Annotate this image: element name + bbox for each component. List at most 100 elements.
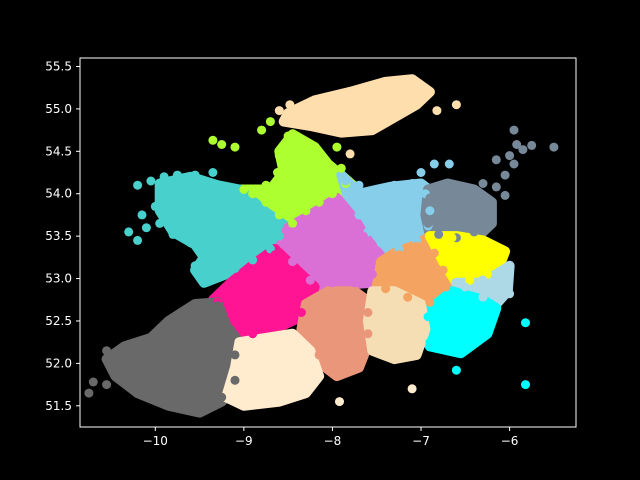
cluster-1-point-4 bbox=[308, 97, 318, 107]
cluster-3-point-2 bbox=[146, 176, 156, 186]
cluster-10-point-11 bbox=[521, 380, 530, 390]
cluster-5-point-23 bbox=[491, 155, 501, 165]
cluster-1-point-6 bbox=[329, 102, 339, 112]
cluster-4-point-13 bbox=[354, 210, 364, 220]
cluster-8-point-1 bbox=[429, 238, 439, 248]
points-layer bbox=[84, 76, 559, 412]
cluster-3-point-6 bbox=[203, 179, 213, 188]
cluster-1-point-15 bbox=[420, 85, 430, 95]
cluster-6-point-14 bbox=[310, 240, 320, 250]
cluster-1-point-18 bbox=[365, 111, 375, 121]
y-tick-label: 51.5 bbox=[45, 399, 72, 413]
cluster-8-point-5 bbox=[496, 252, 506, 262]
cluster-1-point-23 bbox=[303, 119, 313, 129]
cluster-1-point-24 bbox=[397, 89, 406, 99]
cluster-3-point-19 bbox=[186, 238, 196, 248]
cluster-14-point-8 bbox=[195, 403, 205, 412]
cluster-2-point-18 bbox=[301, 185, 311, 194]
cluster-11-point-9 bbox=[248, 329, 258, 339]
cluster-7-point-8 bbox=[403, 292, 413, 302]
y-tick-label: 52.0 bbox=[45, 356, 72, 370]
cluster-8-point-8 bbox=[447, 269, 457, 279]
cluster-3-point-23 bbox=[133, 235, 143, 245]
cluster-6-point-9 bbox=[350, 278, 360, 288]
y-tick-label: 53.5 bbox=[45, 229, 72, 243]
cluster-5-point-1 bbox=[425, 193, 435, 203]
cluster-9-point-3 bbox=[494, 267, 504, 277]
cluster-15-point-7 bbox=[274, 394, 284, 404]
cluster-3-point-10 bbox=[265, 214, 275, 224]
cluster-2-point-5 bbox=[301, 206, 311, 216]
cluster-2-point-10 bbox=[310, 155, 320, 165]
cluster-13-point-5 bbox=[412, 341, 422, 351]
cluster-11-point-6 bbox=[301, 286, 311, 296]
cluster-6-point-3 bbox=[319, 207, 329, 217]
cluster-6-point-2 bbox=[301, 221, 311, 231]
cluster-4-point-19 bbox=[429, 159, 439, 169]
cluster-1-point-13 bbox=[400, 76, 410, 86]
cluster-13-point-3 bbox=[409, 301, 419, 311]
x-axis: −10 −9 −8 −7 −6 bbox=[143, 427, 518, 448]
cluster-5-point-3 bbox=[456, 187, 466, 197]
cluster-5-point-2 bbox=[438, 185, 448, 194]
cluster-14-point-19 bbox=[88, 377, 98, 387]
cluster-14-point-10 bbox=[141, 384, 151, 394]
cluster-region-14 bbox=[101, 297, 245, 418]
cluster-14-point-3 bbox=[212, 301, 222, 311]
cluster-12-point-3 bbox=[350, 291, 360, 300]
cluster-3-point-34 bbox=[190, 170, 200, 180]
cluster-1-point-22 bbox=[317, 116, 327, 126]
cluster-14-point-7 bbox=[217, 392, 227, 402]
x-tick-label: −7 bbox=[412, 434, 430, 448]
cluster-7-point-2 bbox=[394, 250, 404, 260]
cluster-12-point-8 bbox=[314, 350, 324, 360]
cluster-1-point-12 bbox=[391, 80, 401, 90]
cluster-4-point-11 bbox=[376, 238, 386, 248]
cluster-15-point-4 bbox=[301, 350, 311, 360]
cluster-9-point-5 bbox=[496, 291, 506, 300]
cluster-10-point-3 bbox=[460, 292, 470, 302]
cluster-8-point-4 bbox=[482, 241, 492, 251]
cluster-1-point-16 bbox=[388, 94, 398, 104]
cluster-8-point-9 bbox=[460, 257, 470, 267]
cluster-1-point-26 bbox=[336, 108, 346, 118]
cluster-3-point-31 bbox=[203, 197, 213, 207]
cluster-14-point-21 bbox=[102, 380, 112, 390]
cluster-2-point-1 bbox=[248, 189, 258, 199]
cluster-13-point-4 bbox=[416, 320, 426, 330]
cluster-3-point-11 bbox=[274, 231, 284, 241]
cluster-4-point-5 bbox=[407, 179, 417, 188]
cluster-4-point-14 bbox=[350, 196, 360, 205]
cluster-9-point-6 bbox=[478, 292, 488, 302]
cluster-7-point-5 bbox=[438, 265, 448, 275]
cluster-5-point-15 bbox=[491, 182, 501, 192]
cluster-14-point-9 bbox=[168, 397, 178, 407]
cluster-11-point-2 bbox=[230, 282, 240, 292]
cluster-7-point-9 bbox=[381, 284, 391, 294]
cluster-8-point-3 bbox=[465, 235, 475, 245]
cluster-11-point-13 bbox=[239, 308, 249, 317]
cluster-4-point-16 bbox=[398, 214, 408, 224]
cluster-12-point-5 bbox=[363, 329, 373, 339]
cluster-9-point-1 bbox=[460, 282, 470, 292]
cluster-5-point-21 bbox=[512, 140, 522, 149]
y-tick-label: 52.5 bbox=[45, 314, 72, 328]
cluster-10-point-4 bbox=[478, 301, 488, 311]
cluster-2-point-21 bbox=[257, 125, 267, 135]
cluster-7-point-3 bbox=[412, 241, 422, 251]
cluster-15-point-5 bbox=[310, 371, 320, 381]
cluster-12-point-4 bbox=[363, 308, 373, 317]
cluster-2-point-6 bbox=[314, 197, 324, 207]
cluster-8-point-2 bbox=[447, 233, 457, 243]
cluster-10-point-1 bbox=[423, 312, 433, 322]
cluster-5-point-18 bbox=[518, 145, 528, 155]
cluster-1-point-25 bbox=[358, 101, 367, 110]
cluster-14-point-13 bbox=[124, 340, 134, 350]
cluster-14-point-2 bbox=[190, 303, 200, 313]
cluster-11-point-7 bbox=[296, 308, 306, 317]
cluster-2-point-7 bbox=[327, 189, 337, 199]
cluster-3-point-25 bbox=[164, 193, 174, 203]
cluster-15-point-9 bbox=[230, 388, 240, 398]
cluster-7-point-10 bbox=[407, 269, 417, 279]
cluster-11-point-4 bbox=[270, 250, 280, 260]
